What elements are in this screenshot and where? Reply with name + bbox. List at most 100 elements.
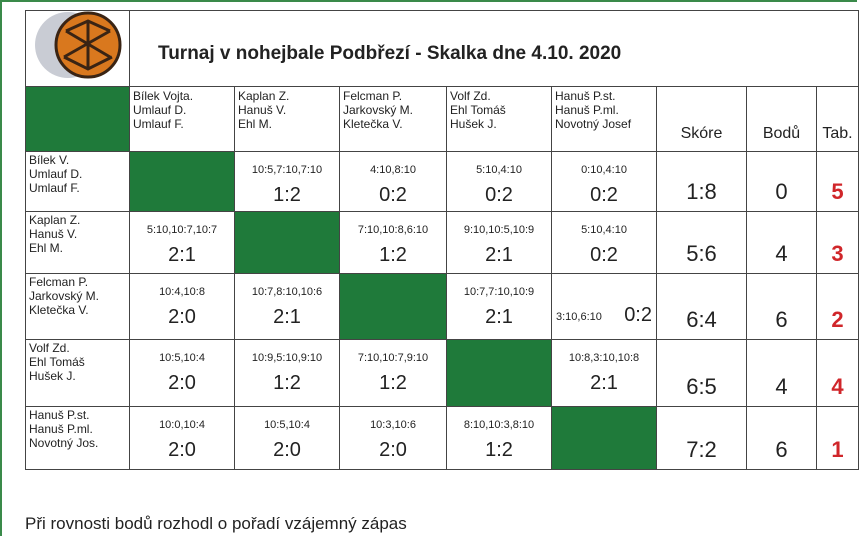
- self-cell: [130, 152, 235, 212]
- score-cell: 7:2: [657, 407, 747, 470]
- match-result: 1:2: [235, 372, 339, 395]
- match-result: 2:1: [447, 244, 551, 267]
- match-sets: 10:3,10:6: [340, 419, 446, 431]
- score: 6:4: [657, 307, 746, 333]
- logo-cell: [25, 10, 130, 87]
- match-sets: 8:10,10:3,8:10: [447, 419, 551, 431]
- score-cell: 6:4: [657, 274, 747, 340]
- self-cell: [340, 274, 447, 340]
- team-name: Jarkovský M.: [343, 103, 413, 117]
- match-sets: 10:5,10:4: [235, 419, 339, 431]
- match-cell: 10:5,7:10,7:10 1:2: [235, 152, 340, 212]
- team-name: Ehl M.: [29, 241, 80, 255]
- team-name: Hušek J.: [29, 369, 85, 383]
- match-result: 1:2: [340, 372, 446, 395]
- team-name: Umlauf D.: [29, 167, 82, 181]
- match-cell: 4:10,8:10 0:2: [340, 152, 447, 212]
- row-header: Hanuš P.st.Hanuš P.ml.Novotný Jos.: [25, 407, 130, 470]
- score: 6:5: [657, 374, 746, 400]
- match-cell: 5:10,10:7,10:7 2:1: [130, 212, 235, 274]
- rank: 3: [817, 241, 858, 267]
- team-name: Novotný Jos.: [29, 436, 98, 450]
- match-sets: 10:5,7:10,7:10: [235, 164, 339, 176]
- points: 4: [747, 374, 816, 400]
- rank-cell: 3: [817, 212, 859, 274]
- match-cell: 7:10,10:7,9:10 1:2: [340, 340, 447, 407]
- header-label: Skóre: [657, 125, 746, 143]
- summary-header: Tab.: [817, 87, 859, 152]
- team-name: Felcman P.: [29, 275, 99, 289]
- match-result: 0:2: [552, 244, 656, 267]
- column-header: Bílek Vojta.Umlauf D.Umlauf F.: [130, 87, 235, 152]
- match-sets: 5:10,4:10: [447, 164, 551, 176]
- points: 4: [747, 241, 816, 267]
- team-lines: Felcman P.Jarkovský M.Kletečka V.: [343, 89, 413, 131]
- team-name: Umlauf D.: [133, 103, 193, 117]
- rank: 2: [817, 307, 858, 333]
- page: Turnaj v nohejbale Podbřezí - Skalka dne…: [0, 0, 857, 536]
- score-cell: 5:6: [657, 212, 747, 274]
- rank: 4: [817, 374, 858, 400]
- match-result: 2:0: [235, 439, 339, 462]
- rank: 5: [817, 179, 858, 205]
- team-name: Ehl Tomáš: [29, 355, 85, 369]
- score-cell: 1:8: [657, 152, 747, 212]
- match-result: 1:2: [447, 439, 551, 462]
- match-sets: 0:10,4:10: [552, 164, 656, 176]
- team-lines: Felcman P.Jarkovský M.Kletečka V.: [29, 275, 99, 317]
- team-name: Felcman P.: [343, 89, 413, 103]
- row-header: Kaplan Z.Hanuš V.Ehl M.: [25, 212, 130, 274]
- team-name: Kaplan Z.: [238, 89, 289, 103]
- points: 6: [747, 307, 816, 333]
- match-sets: 10:0,10:4: [130, 419, 234, 431]
- match-cell: 10:5,10:4 2:0: [235, 407, 340, 470]
- match-sets: 7:10,10:7,9:10: [340, 352, 446, 364]
- column-header: Kaplan Z.Hanuš V.Ehl M.: [235, 87, 340, 152]
- team-name: Ehl M.: [238, 117, 289, 131]
- team-lines: Hanuš P.st.Hanuš P.ml.Novotný Josef: [555, 89, 631, 131]
- match-sets: 3:10,6:10: [556, 311, 602, 323]
- team-lines: Kaplan Z.Hanuš V.Ehl M.: [238, 89, 289, 131]
- points-cell: 4: [747, 340, 817, 407]
- team-name: Hanuš V.: [238, 103, 289, 117]
- match-sets: 10:7,7:10,10:9: [447, 286, 551, 298]
- self-cell: [552, 407, 657, 470]
- column-header: Hanuš P.st.Hanuš P.ml.Novotný Josef: [552, 87, 657, 152]
- match-result: 1:2: [235, 184, 339, 207]
- summary-header: Bodů: [747, 87, 817, 152]
- score-cell: 6:5: [657, 340, 747, 407]
- match-sets: 10:4,10:8: [130, 286, 234, 298]
- points-cell: 6: [747, 274, 817, 340]
- match-sets: 4:10,8:10: [340, 164, 446, 176]
- team-lines: Bílek V.Umlauf D.Umlauf F.: [29, 153, 82, 195]
- match-result: 0:2: [340, 184, 446, 207]
- points-cell: 0: [747, 152, 817, 212]
- row-header: Felcman P.Jarkovský M.Kletečka V.: [25, 274, 130, 340]
- team-name: Kletečka V.: [29, 303, 99, 317]
- team-name: Hušek J.: [450, 117, 506, 131]
- score: 7:2: [657, 437, 746, 463]
- match-sets: 10:5,10:4: [130, 352, 234, 364]
- column-header: Felcman P.Jarkovský M.Kletečka V.: [340, 87, 447, 152]
- match-result: 2:1: [130, 244, 234, 267]
- team-name: Novotný Josef: [555, 117, 631, 131]
- match-sets: 5:10,10:7,10:7: [130, 224, 234, 236]
- title-cell: Turnaj v nohejbale Podbřezí - Skalka dne…: [130, 10, 859, 87]
- team-name: Kaplan Z.: [29, 213, 80, 227]
- rank-cell: 1: [817, 407, 859, 470]
- team-name: Bílek V.: [29, 153, 82, 167]
- score: 1:8: [657, 179, 746, 205]
